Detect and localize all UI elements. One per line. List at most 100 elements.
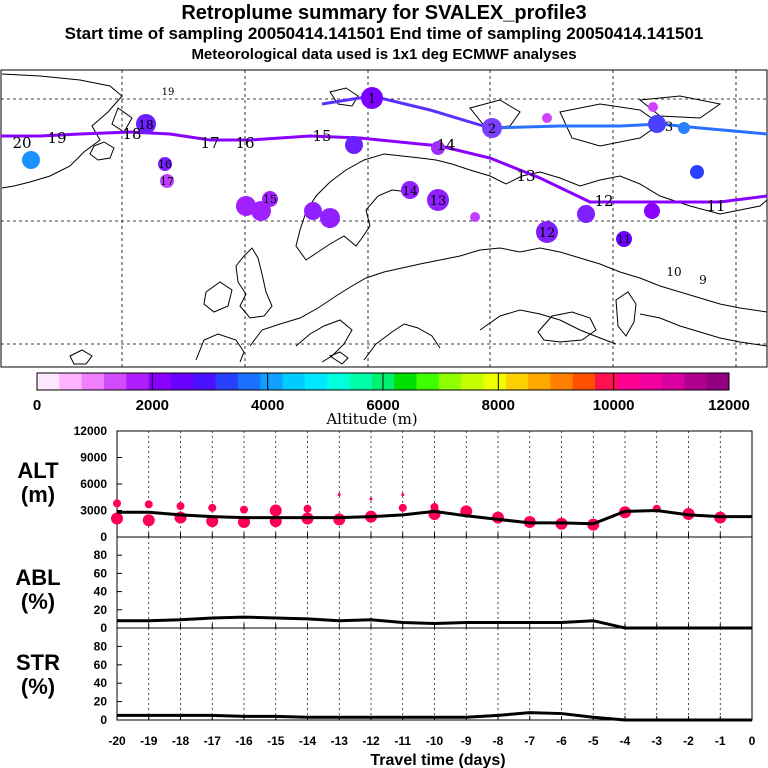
colorbar-swatch [349, 373, 373, 390]
cluster-dot-10 [690, 165, 704, 179]
map-label: 9 [699, 273, 707, 287]
y-tick-label: 40 [94, 676, 108, 690]
colorbar-swatch [282, 373, 306, 390]
altitude-cluster-point [269, 504, 282, 517]
cluster-dot-11 [616, 231, 632, 247]
y-axis-label: (m) [21, 482, 55, 507]
colorbar-label: Altitude (m) [325, 410, 417, 428]
cluster-dot-14b [431, 141, 445, 155]
retroplume-north-path [321, 94, 491, 130]
map-label: 16 [235, 134, 254, 152]
x-tick-label: -4 [620, 734, 631, 748]
map-label: 13 [516, 167, 535, 185]
cluster-dot-17 [320, 208, 340, 228]
x-tick-label: -6 [556, 734, 567, 748]
colorbar-tick-label: 0 [33, 397, 41, 414]
colorbar-swatch [81, 373, 105, 390]
altitude-cluster-point [398, 503, 407, 512]
map-label: 14 [436, 136, 455, 154]
colorbar-swatch [304, 373, 328, 390]
map-label: 1 [368, 92, 376, 107]
altitude-cluster-point [111, 512, 123, 525]
x-tick-label: -20 [108, 734, 126, 748]
x-tick-label: -2 [683, 734, 694, 748]
altitude-colorbar: 0 2000 4000 6000 8000 10000 12000 Altitude (m) [33, 372, 750, 428]
y-tick-label: 0 [100, 713, 107, 727]
coastlines [1, 73, 768, 365]
cluster-dot-small2 [542, 113, 552, 123]
map-label: 12 [594, 192, 613, 210]
series-line-str [117, 711, 752, 722]
colorbar-swatch [215, 373, 239, 390]
colorbar-swatch [639, 373, 663, 390]
map-label: 18 [122, 125, 141, 143]
map-label: 16 [158, 158, 172, 171]
time-series-panels: 030006000900012000ALT(m)020406080ABL(%)0… [15, 424, 755, 748]
y-tick-label: 60 [94, 658, 108, 672]
map-label: 19 [162, 87, 175, 98]
colorbar-swatch [483, 373, 507, 390]
x-tick-label: -9 [461, 734, 472, 748]
map-label: 17 [160, 175, 174, 188]
colorbar-swatch [505, 373, 529, 390]
colorbar-tick-label: 6000 [366, 397, 399, 414]
map-label: 10 [666, 265, 681, 279]
retroplume-map: 20 19 18 17 16 15 14 13 12 11 1 2 3 10 9… [0, 69, 768, 368]
colorbar-swatch [461, 373, 484, 390]
retroplume-east-path [489, 122, 768, 136]
y-tick-label: 9000 [80, 451, 107, 465]
colorbar-swatch [394, 373, 417, 390]
cluster-dot-small1 [648, 102, 658, 112]
series-line-alt [117, 508, 752, 526]
cluster-dot-2 [482, 118, 502, 138]
cluster-dot-16 [251, 201, 271, 221]
colorbar-swatch [37, 373, 60, 390]
colorbar-tick-label: 10000 [593, 397, 635, 414]
colorbar-swatch [103, 373, 127, 390]
map-label: 2 [488, 122, 496, 137]
altitude-cluster-point [113, 499, 121, 508]
panel-abl: 0 20 40 60 80 ABL(%) [15, 536, 753, 635]
altitude-cluster-point [333, 513, 346, 526]
map-label: 12 [539, 226, 556, 241]
y-tick-label: 60 [94, 566, 108, 580]
map-label: 17 [200, 134, 219, 152]
colorbar-swatch [327, 373, 351, 390]
map-label: 11 [706, 197, 725, 215]
x-tick-label: -19 [140, 734, 158, 748]
x-tick-label: -15 [267, 734, 285, 748]
altitude-cluster-point [369, 497, 373, 501]
map-label: 11 [617, 233, 631, 246]
colorbar-tick-label: 2000 [136, 397, 169, 414]
x-tick-label: -13 [331, 734, 349, 748]
colorbar-swatch [170, 373, 194, 390]
colorbar-swatch [684, 373, 708, 390]
x-tick-label: -8 [493, 734, 504, 748]
cluster-dot-17a [160, 174, 174, 188]
colorbar-swatch [595, 373, 618, 390]
cluster-dot-small3 [470, 212, 480, 222]
cluster-dot-14a [345, 136, 363, 154]
colorbar-swatch [260, 373, 284, 390]
colorbar-swatch [550, 373, 574, 390]
cluster-dot-13b [577, 205, 595, 223]
altitude-cluster-point [240, 505, 248, 514]
cluster-dot-19b [304, 202, 322, 220]
colorbar-swatch [126, 373, 150, 390]
x-tick-label: -18 [172, 734, 190, 748]
map-label: 15 [312, 127, 331, 145]
map-frame [0, 69, 768, 368]
y-axis-label: (%) [21, 589, 55, 614]
x-tick-label: -12 [362, 734, 380, 748]
y-tick-label: 12000 [74, 424, 108, 438]
map-label: 18 [138, 118, 153, 132]
x-tick-label: -17 [204, 734, 222, 748]
cluster-dot-18 [136, 114, 156, 134]
x-tick-label: -1 [715, 734, 726, 748]
map-label: 19 [47, 129, 66, 147]
colorbar-swatches [37, 373, 730, 390]
cluster-dot-13 [427, 189, 449, 211]
y-tick-label: 80 [94, 639, 108, 653]
x-tick-label: -3 [651, 734, 662, 748]
